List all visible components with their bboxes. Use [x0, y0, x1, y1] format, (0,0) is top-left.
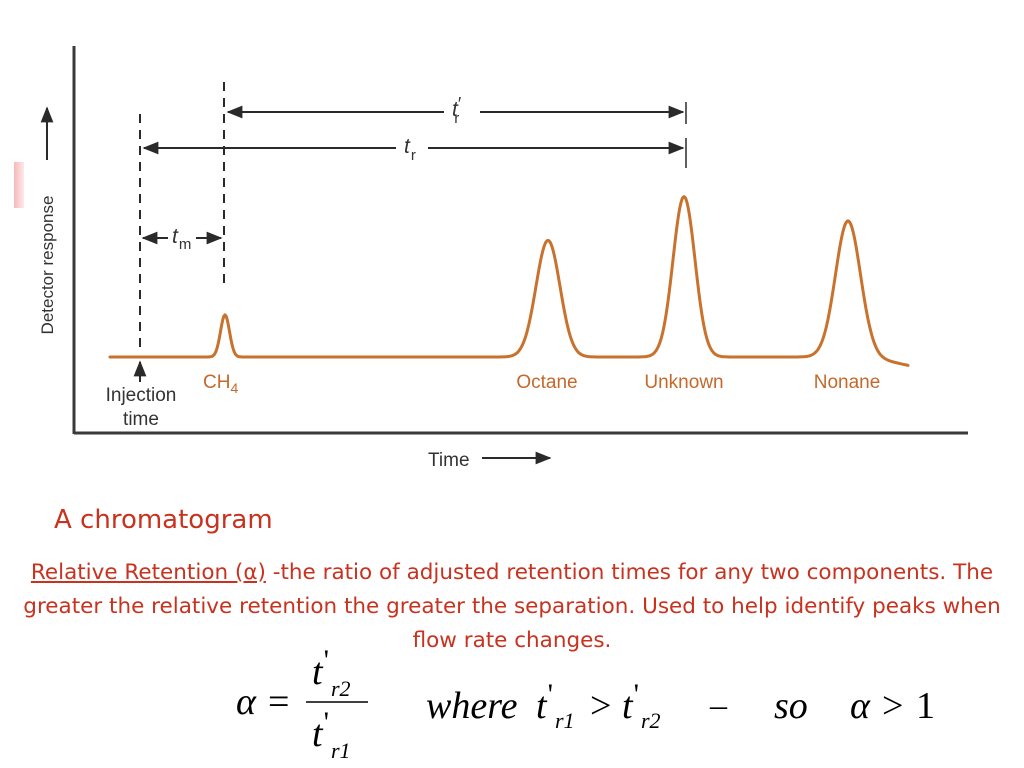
chromatogram-diagram: Detector response Time t′ r tr tm Injecti… — [38, 46, 968, 471]
peak-label-unknown: Unknown — [644, 372, 723, 393]
definition-body: -the ratio of adjusted retention times f… — [23, 560, 1001, 653]
peak-label-nonane: Nonane — [814, 372, 881, 393]
injection-label-line2: time — [123, 409, 159, 430]
formula-alpha: α — [236, 681, 257, 723]
t-adjusted-label: t′ r — [452, 94, 462, 127]
formula-cond-right: t'r2 — [622, 678, 661, 733]
formula-final-gt: > — [882, 685, 903, 727]
t-mobile-dimension: tm — [141, 225, 223, 253]
formula-denominator: t'r1 — [312, 706, 351, 763]
formula-dash: – — [709, 687, 728, 724]
slide-accent-bar — [14, 162, 24, 208]
caption: A chromatogram — [54, 505, 273, 535]
t-adjusted-dimension: t′ r — [226, 94, 687, 127]
t-mobile-label: tm — [172, 225, 191, 253]
chromatogram-trace — [108, 195, 910, 367]
t-retention-dimension: tr — [142, 135, 687, 168]
formula-equals: = — [268, 681, 289, 723]
t-retention-label: tr — [404, 135, 416, 164]
svg-text:Detector response: Detector response — [38, 196, 57, 335]
formula-so: so — [774, 685, 808, 727]
definition-text: Relative Retention (α) -the ratio of adj… — [20, 556, 1004, 658]
formula-cond-left: t'r1 — [536, 678, 575, 733]
peak-label-ch4: CH4 — [203, 372, 238, 396]
injection-label-line1: Injection — [106, 385, 177, 406]
definition-term: Relative Retention (α) — [30, 560, 266, 585]
y-axis-title: Detector response — [38, 106, 57, 335]
formula-final-one: 1 — [916, 685, 935, 727]
formula-where: where — [426, 685, 518, 727]
relative-retention-formula: α = t'r2 t'r1 where t'r1 > t'r2 – so α >… — [236, 650, 935, 763]
formula-gt: > — [590, 685, 611, 727]
formula-final-alpha: α — [850, 685, 871, 727]
x-axis-title: Time — [428, 450, 470, 471]
formula-numerator: t'r2 — [312, 650, 351, 701]
peak-label-octane: Octane — [516, 372, 577, 393]
